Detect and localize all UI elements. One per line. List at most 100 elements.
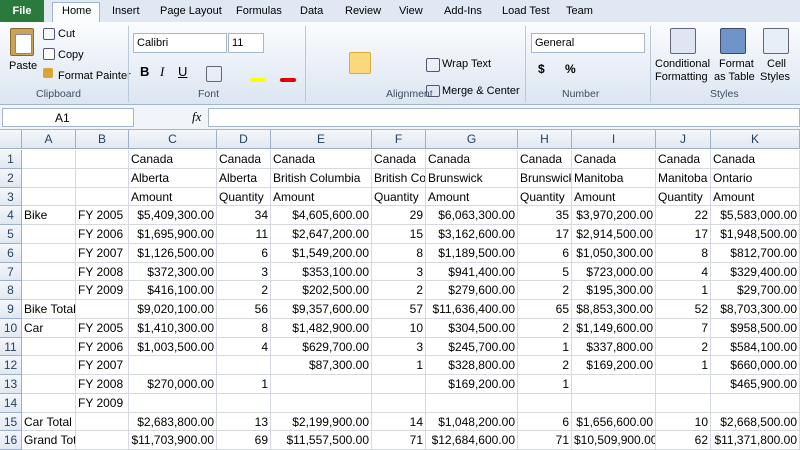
conditional-formatting-line[interactable]: Formatting xyxy=(655,71,708,83)
cell[interactable]: $169,200.00 xyxy=(426,375,518,394)
cell[interactable]: 2 xyxy=(656,337,711,357)
cell[interactable]: $12,684,600.00 xyxy=(426,431,518,450)
row-header[interactable]: 7 xyxy=(0,262,22,282)
cell[interactable]: FY 2008 xyxy=(76,262,129,282)
underline-button[interactable]: U xyxy=(178,64,188,79)
cell[interactable] xyxy=(372,375,426,394)
cell[interactable]: 6 xyxy=(217,243,271,263)
column-header[interactable]: K xyxy=(711,130,800,149)
cell[interactable]: Quantity xyxy=(656,187,711,207)
cell[interactable]: Quantity xyxy=(372,187,426,207)
cell[interactable]: 6 xyxy=(518,243,572,263)
cell[interactable]: 17 xyxy=(656,225,711,244)
cell[interactable]: 3 xyxy=(372,262,426,282)
bold-button[interactable]: B xyxy=(140,64,150,79)
cell[interactable] xyxy=(372,393,426,413)
cell[interactable]: 4 xyxy=(217,337,271,357)
cell[interactable]: 4 xyxy=(656,262,711,282)
cell[interactable]: 1 xyxy=(372,356,426,375)
currency-button[interactable]: $ xyxy=(538,62,545,76)
row-header[interactable]: 8 xyxy=(0,281,22,300)
cell[interactable] xyxy=(711,393,800,413)
column-header[interactable]: H xyxy=(518,130,572,149)
row-header[interactable]: 10 xyxy=(0,318,22,338)
cell[interactable]: FY 2006 xyxy=(76,225,129,244)
cell[interactable]: $1,410,300.00 xyxy=(129,318,217,338)
cell[interactable]: 65 xyxy=(518,300,572,319)
cell[interactable] xyxy=(22,225,76,244)
cell[interactable] xyxy=(76,168,129,188)
tab[interactable]: Insert xyxy=(112,5,140,17)
cell[interactable]: Alberta xyxy=(129,168,217,188)
cell[interactable]: $270,000.00 xyxy=(129,375,217,394)
column-header[interactable]: D xyxy=(217,130,271,149)
cell[interactable]: Canada xyxy=(518,150,572,169)
cell[interactable] xyxy=(518,393,572,413)
cell[interactable]: $3,970,200.00 xyxy=(572,206,656,225)
cell[interactable]: 1 xyxy=(217,375,271,394)
cell[interactable]: $11,636,400.00 xyxy=(426,300,518,319)
cell[interactable]: $8,703,300.00 xyxy=(711,300,800,319)
cell[interactable]: Amount xyxy=(129,187,217,207)
cell[interactable]: $958,500.00 xyxy=(711,318,800,338)
select-all[interactable] xyxy=(0,130,22,149)
cell[interactable]: 1 xyxy=(656,356,711,375)
cell[interactable]: Quantity xyxy=(518,187,572,207)
cell[interactable]: $941,400.00 xyxy=(426,262,518,282)
row-header[interactable]: 11 xyxy=(0,337,22,357)
cell[interactable]: $372,300.00 xyxy=(129,262,217,282)
row-header[interactable]: 6 xyxy=(0,243,22,263)
cell[interactable] xyxy=(76,187,129,207)
cell[interactable]: $1,189,500.00 xyxy=(426,243,518,263)
column-header[interactable]: A xyxy=(22,130,76,149)
tab[interactable]: Page Layout xyxy=(160,5,222,17)
cell[interactable]: $3,162,600.00 xyxy=(426,225,518,244)
row-header[interactable]: 2 xyxy=(0,168,22,188)
cell[interactable]: $812,700.00 xyxy=(711,243,800,263)
cell[interactable]: Canada xyxy=(572,150,656,169)
cell[interactable]: 8 xyxy=(656,243,711,263)
cell[interactable]: Canada xyxy=(129,150,217,169)
cut-button[interactable]: Cut xyxy=(58,28,76,40)
row-header[interactable]: 14 xyxy=(0,393,22,413)
italic-button[interactable]: I xyxy=(160,64,165,79)
cell[interactable] xyxy=(217,356,271,375)
cell[interactable]: $1,048,200.00 xyxy=(426,412,518,432)
cell[interactable]: Ontario xyxy=(711,168,800,188)
cell[interactable] xyxy=(426,393,518,413)
row-header[interactable]: 4 xyxy=(0,206,22,225)
wrap-text-button[interactable]: Wrap Text xyxy=(442,58,492,70)
cell[interactable] xyxy=(22,168,76,188)
cell[interactable]: FY 2007 xyxy=(76,356,129,375)
cell[interactable]: $1,003,500.00 xyxy=(129,337,217,357)
cell[interactable]: 6 xyxy=(518,412,572,432)
tab[interactable]: Data xyxy=(300,5,324,17)
cell[interactable]: $353,100.00 xyxy=(271,262,372,282)
cell[interactable]: 34 xyxy=(217,206,271,225)
tab[interactable]: Add-Ins xyxy=(444,5,482,17)
paste-button[interactable]: Paste xyxy=(9,60,38,72)
cell[interactable] xyxy=(656,393,711,413)
cell[interactable]: Grand Total xyxy=(22,431,76,450)
column-header[interactable]: I xyxy=(572,130,656,149)
cell[interactable]: 29 xyxy=(372,206,426,225)
cell[interactable]: Brunswick xyxy=(426,168,518,188)
cell[interactable]: 1 xyxy=(656,281,711,300)
cell[interactable]: $465,900.00 xyxy=(711,375,800,394)
cell-styles-line[interactable]: Cell xyxy=(767,58,786,70)
cell[interactable]: Car xyxy=(22,318,76,338)
column-header[interactable]: J xyxy=(656,130,711,149)
cell[interactable]: Amount xyxy=(426,187,518,207)
cell[interactable]: $304,500.00 xyxy=(426,318,518,338)
cell[interactable]: 17 xyxy=(518,225,572,244)
cell[interactable] xyxy=(76,431,129,450)
cell[interactable]: 14 xyxy=(372,412,426,432)
cell[interactable]: Brunswick xyxy=(518,168,572,188)
cell[interactable]: $629,700.00 xyxy=(271,337,372,357)
cell[interactable]: 1 xyxy=(518,375,572,394)
cell[interactable]: $29,700.00 xyxy=(711,281,800,300)
cell[interactable]: 10 xyxy=(656,412,711,432)
cell[interactable]: $1,695,900.00 xyxy=(129,225,217,244)
cell[interactable]: $5,409,300.00 xyxy=(129,206,217,225)
row-header[interactable]: 5 xyxy=(0,225,22,244)
